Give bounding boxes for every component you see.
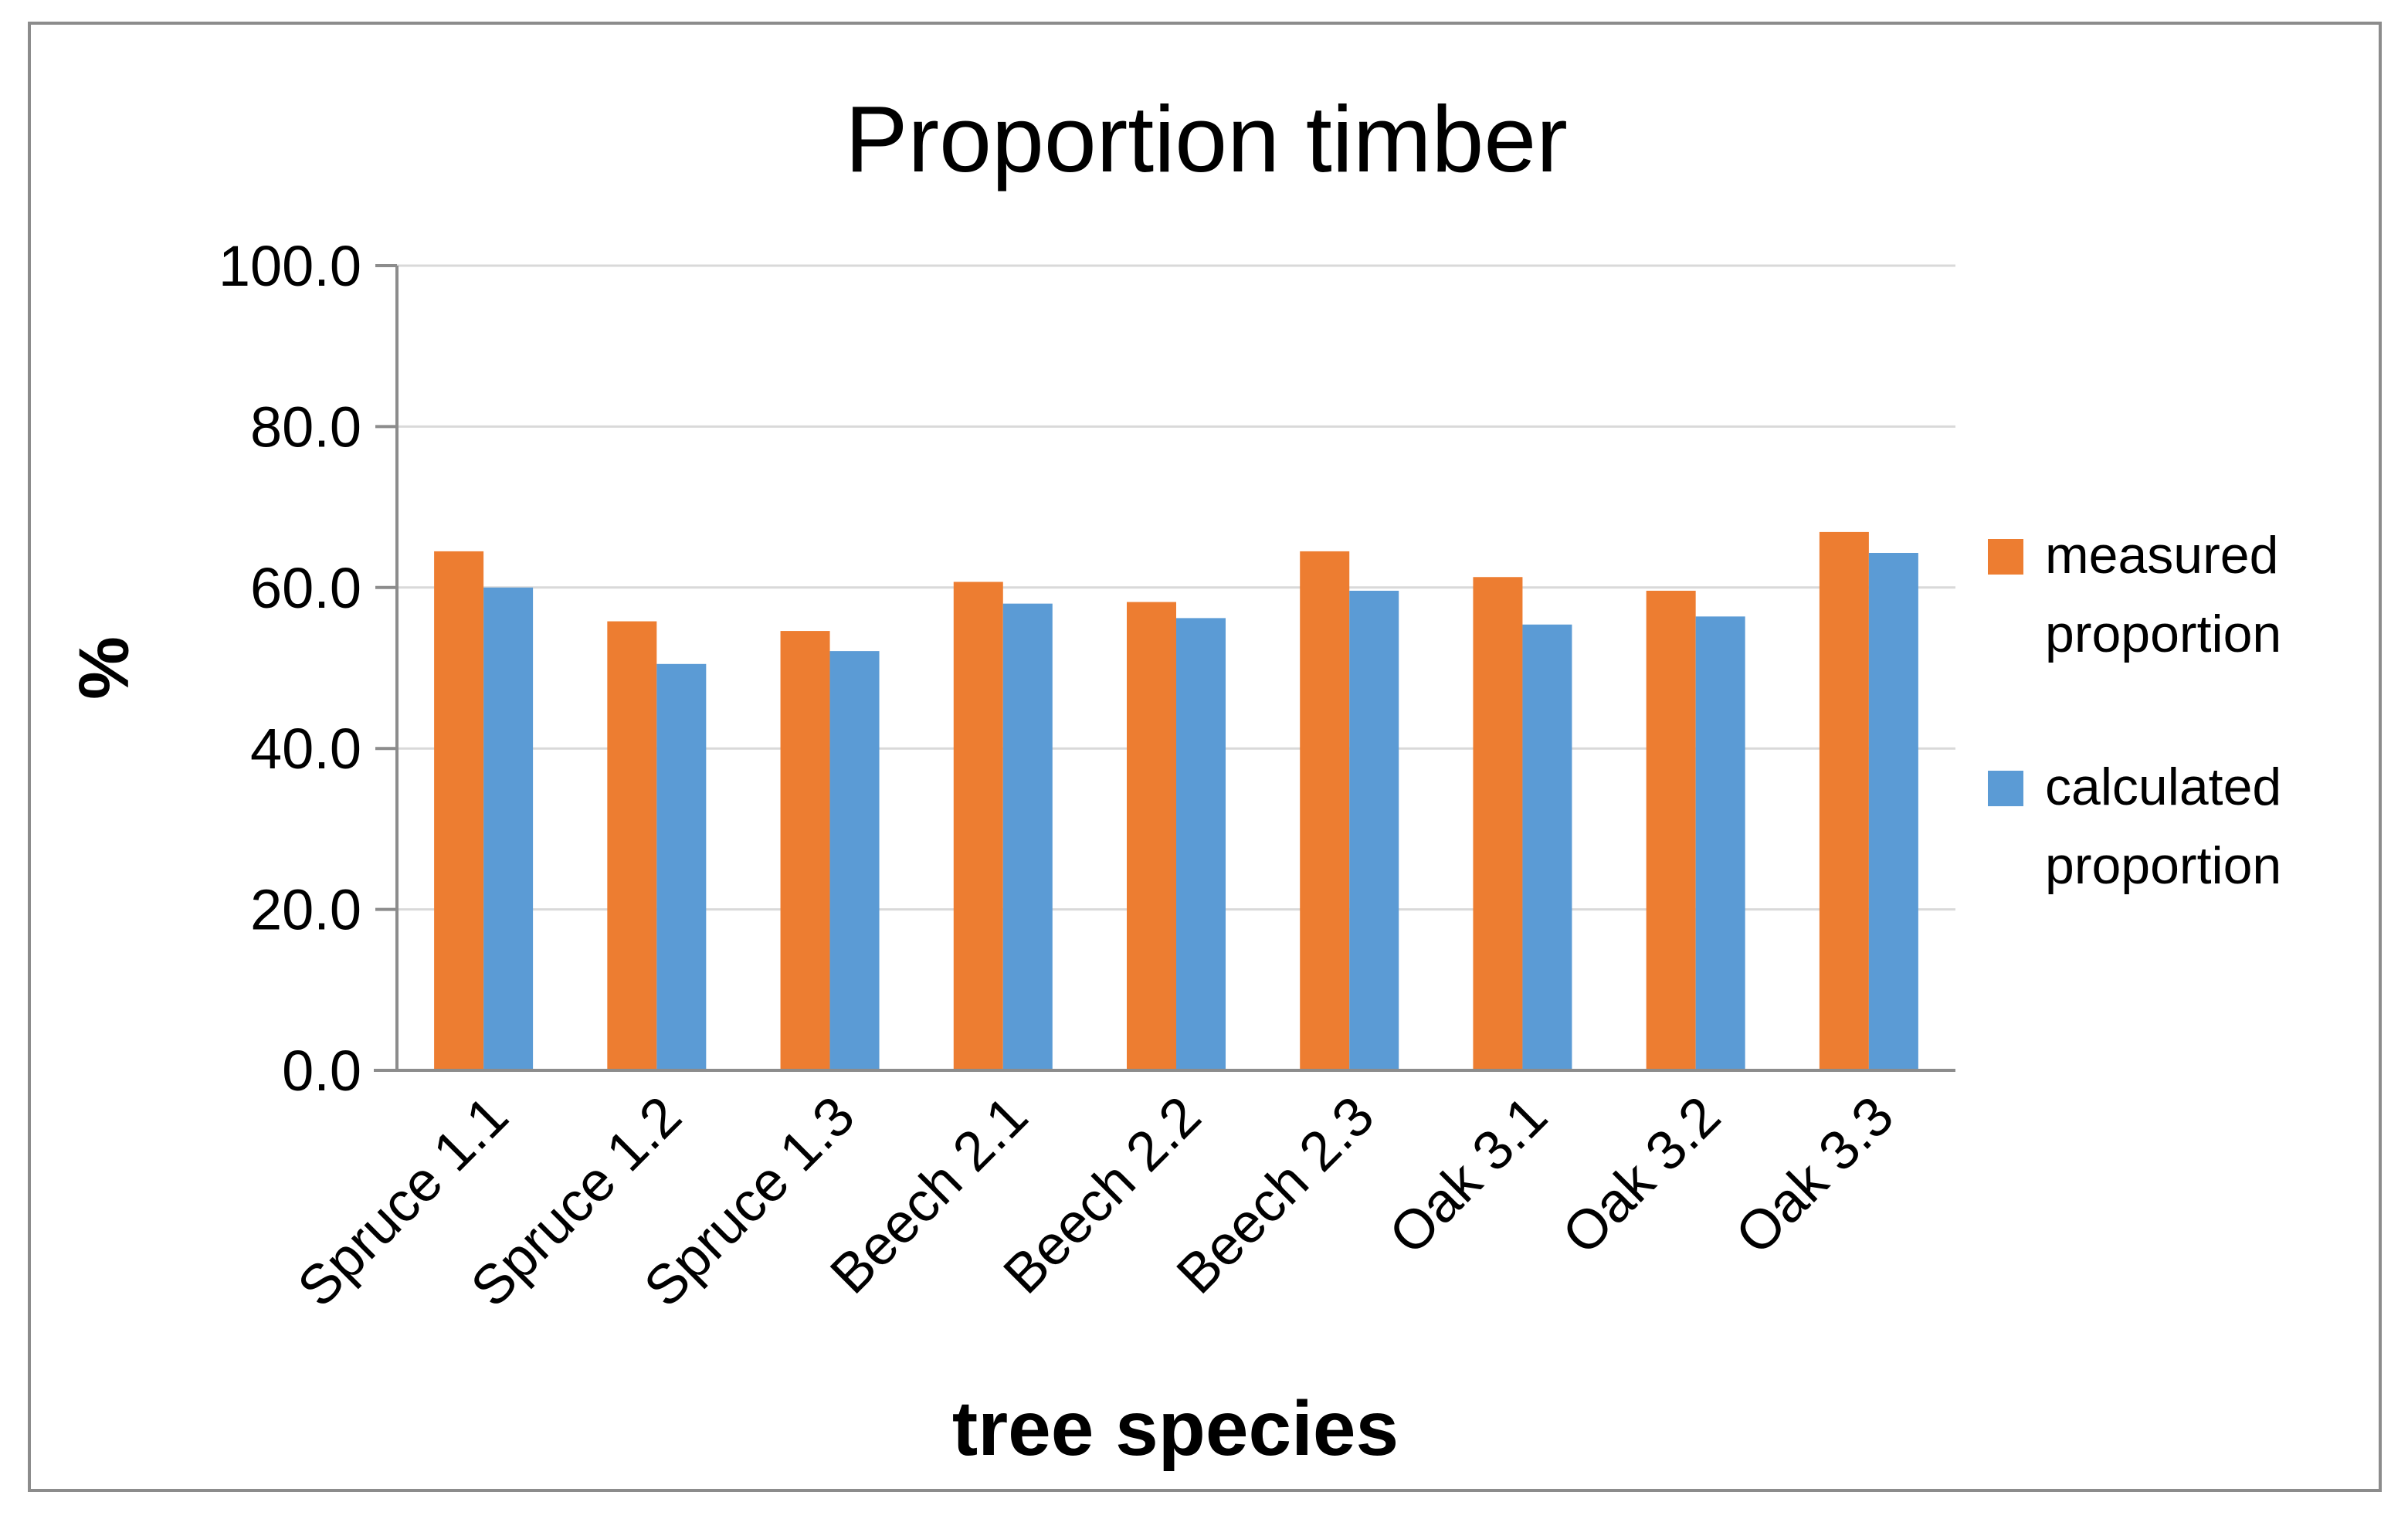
bars	[434, 531, 1918, 1070]
bar-measured	[1127, 602, 1176, 1070]
bar-measured	[1473, 577, 1523, 1070]
bar-calculated	[1695, 616, 1745, 1070]
bar-measured	[780, 631, 830, 1070]
y-tick-label: 20.0	[250, 878, 361, 942]
legend-label: calculated	[2045, 758, 2281, 816]
bar-measured	[1646, 590, 1696, 1070]
bar-measured	[953, 581, 1003, 1070]
y-tick-label: 40.0	[250, 717, 361, 781]
legend-label: proportion	[2045, 836, 2281, 895]
bar-measured	[1300, 551, 1350, 1070]
legend: measured proportion calculated proportion	[1988, 526, 2281, 895]
bar-calculated	[1522, 624, 1572, 1070]
legend-swatch	[1988, 539, 2023, 575]
x-axis-label: tree species	[952, 1385, 1399, 1472]
legend-swatch	[1988, 771, 2023, 806]
bar-calculated	[1176, 618, 1226, 1070]
y-axis-label: %	[65, 636, 144, 700]
legend-label: proportion	[2045, 605, 2281, 663]
bar-calculated	[656, 663, 707, 1070]
y-tick-label: 60.0	[250, 556, 361, 620]
y-tick-label: 100.0	[219, 234, 361, 298]
bar-calculated	[483, 587, 534, 1070]
bar-calculated	[1002, 603, 1053, 1070]
axes	[374, 266, 1955, 1072]
y-tick-labels: 0.0 20.0 40.0 60.0 80.0 100.0	[219, 234, 361, 1103]
bar-measured	[607, 621, 657, 1070]
bar-measured	[434, 551, 484, 1070]
bar-calculated	[1349, 590, 1399, 1070]
bar-calculated	[1868, 552, 1918, 1070]
y-tick-label: 0.0	[282, 1039, 361, 1103]
legend-label: measured	[2045, 526, 2278, 585]
y-tick-label: 80.0	[250, 395, 361, 459]
bar-calculated	[829, 651, 880, 1070]
bar-measured	[1819, 531, 1869, 1070]
chart-title: Proportion timber	[845, 86, 1568, 192]
